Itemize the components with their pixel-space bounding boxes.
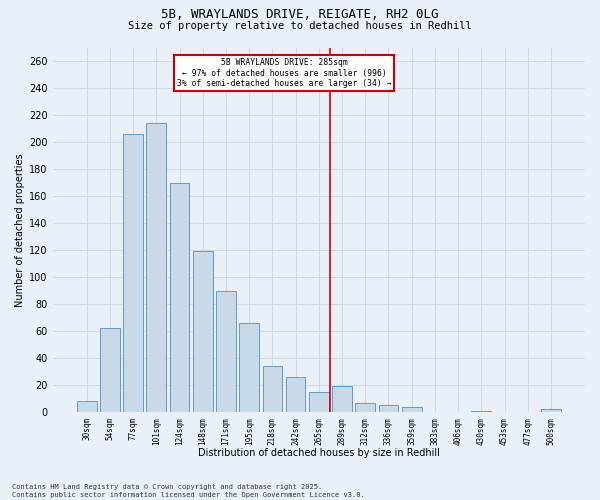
Bar (472, 411, 491, 412)
Bar (309, 392, 329, 412)
Bar (239, 323, 259, 412)
Bar (216, 290, 236, 412)
Text: 5B, WRAYLANDS DRIVE, REIGATE, RH2 0LG: 5B, WRAYLANDS DRIVE, REIGATE, RH2 0LG (161, 8, 439, 20)
Bar (286, 377, 305, 412)
Bar (146, 123, 166, 412)
Bar (193, 252, 212, 412)
Bar (541, 410, 561, 412)
Bar (355, 402, 375, 412)
X-axis label: Distribution of detached houses by size in Redhill: Distribution of detached houses by size … (198, 448, 440, 458)
Bar (332, 386, 352, 412)
Bar (77, 402, 97, 412)
Text: 5B WRAYLANDS DRIVE: 285sqm
← 97% of detached houses are smaller (996)
3% of semi: 5B WRAYLANDS DRIVE: 285sqm ← 97% of deta… (177, 58, 391, 88)
Bar (263, 366, 282, 412)
Bar (100, 328, 120, 412)
Bar (402, 406, 422, 412)
Bar (379, 406, 398, 412)
Bar (123, 134, 143, 412)
Bar (170, 182, 190, 412)
Y-axis label: Number of detached properties: Number of detached properties (15, 153, 25, 306)
Text: Contains HM Land Registry data © Crown copyright and database right 2025.
Contai: Contains HM Land Registry data © Crown c… (12, 484, 365, 498)
Text: Size of property relative to detached houses in Redhill: Size of property relative to detached ho… (128, 21, 472, 31)
